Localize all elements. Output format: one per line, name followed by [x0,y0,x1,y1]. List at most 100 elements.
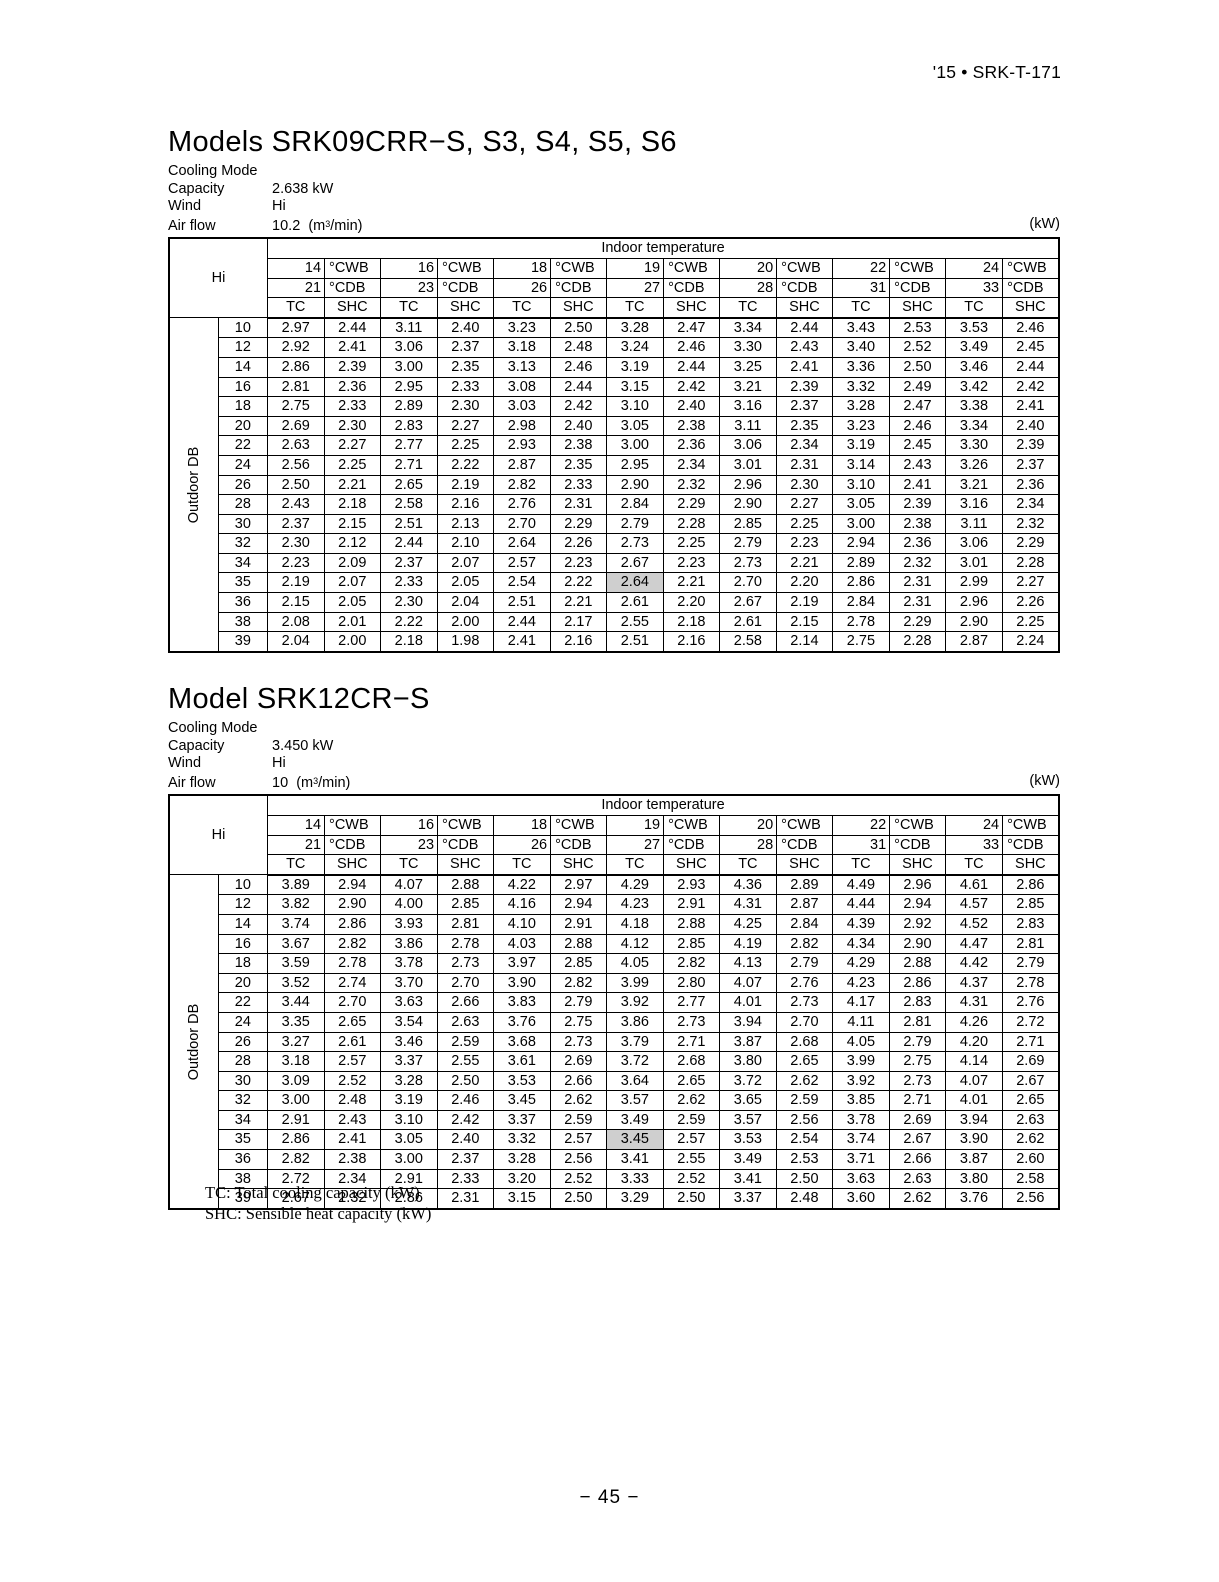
capacity-value: 2.638 kW [272,180,334,197]
capacity-cell: 2.05 [436,572,495,594]
capacity-cell: 2.89 [380,396,438,417]
table-row: 22 2.63 2.27 2.77 2.25 2.93 2.38 3.00 2.36 3.06 2.… [169,435,1060,456]
capacity-cell: 2.71 [380,454,438,476]
capacity-cell: 2.41 [323,1129,382,1151]
capacity-cell: 2.64 [606,572,664,594]
tc-header-0: TC [267,297,325,319]
cwb-header-3: 19 °CWB [606,257,721,279]
table-body-0: Hi Indoor temperature 14 °CWB 16 °CWB 18 °CWB 19… [168,237,1060,653]
capacity-cell: 2.86 [832,572,890,594]
capacity-cell: 2.51 [606,631,664,653]
capacity-cell: 2.51 [493,592,551,613]
capacity-cell: 2.18 [662,611,721,633]
capacity-cell: 2.79 [1001,953,1060,974]
cdb-header-4: 28 °CDB [719,834,834,856]
capacity-cell: 3.16 [945,494,1003,515]
tc-header-5: TC [832,297,890,319]
capacity-cell: 2.94 [888,894,947,915]
table-row: 36 2.15 2.05 2.30 2.04 2.51 2.21 2.61 2.20 2.67 2.… [169,592,1060,613]
table-row: 39 2.04 2.00 2.18 1.98 2.41 2.16 2.51 2.16 2.58 2.… [169,631,1060,653]
capacity-cell: 3.67 [267,933,325,955]
capacity-cell: 3.42 [945,376,1003,398]
table-row: 30 2.37 2.15 2.51 2.13 2.70 2.29 2.79 2.28 2.85 2.… [169,513,1060,535]
capacity-cell: 2.98 [493,415,551,437]
capacity-cell: 2.96 [945,592,1003,613]
capacity-cell: 3.41 [719,1168,777,1190]
cdb-header-0: 21 °CDB [266,834,382,856]
capacity-cell: 2.79 [606,513,664,535]
cdb-header-6: 33 °CDB [945,277,1060,299]
capacity-cell: 3.32 [832,376,890,398]
capacity-cell: 2.33 [380,572,438,594]
capacity-cell: 2.76 [1001,992,1060,1013]
capacity-cell: 2.45 [888,435,947,456]
capacity-cell: 3.05 [606,415,664,437]
shc-header-2: SHC [549,297,608,319]
capacity-cell: 2.81 [1001,933,1060,955]
capacity-cell: 2.66 [549,1070,608,1092]
capacity-cell: 2.20 [775,572,834,594]
capacity-cell: 2.86 [323,913,382,935]
capacity-cell: 2.31 [436,1188,495,1210]
outdoor-db-label: Outdoor DB [168,317,219,653]
capacity-cell: 2.39 [888,494,947,515]
capacity-cell: 2.22 [436,454,495,476]
capacity-cell: 2.50 [775,1168,834,1190]
capacity-cell: 2.21 [549,592,608,613]
capacity-cell: 3.37 [493,1109,551,1131]
capacity-cell: 2.81 [436,913,495,935]
capacity-cell: 4.31 [719,894,777,915]
capacity-cell: 2.62 [549,1090,608,1111]
spec-row-airflow-2: Air flow 10 (m3/min) (kW) [168,773,1060,791]
cwb-header-6: 24 °CWB [945,814,1060,836]
capacity-cell: 2.93 [493,435,551,456]
capacity-cell: 3.49 [606,1109,664,1131]
wind-value-2: Hi [272,755,286,772]
capacity-cell: 3.14 [832,454,890,476]
capacity-cell: 3.76 [945,1188,1003,1210]
capacity-cell: 2.64 [493,533,551,554]
capacity-cell: 3.25 [719,356,777,378]
outdoor-db-value: 34 [217,552,269,574]
capacity-cell: 2.34 [775,435,834,456]
capacity-cell: 4.19 [719,933,777,955]
cdb-header-5: 31 °CDB [832,834,947,856]
capacity-cell: 2.85 [436,894,495,915]
capacity-cell: 2.45 [1001,337,1060,358]
tc-header-6: TC [945,854,1003,876]
capacity-cell: 2.15 [267,592,325,613]
outdoor-db-value: 24 [217,1011,269,1033]
capacity-cell: 3.72 [719,1070,777,1092]
capacity-cell: 3.20 [493,1168,551,1190]
capacity-cell: 2.79 [775,953,834,974]
capacity-cell: 2.61 [323,1031,382,1053]
spec-row-capacity-2: Capacity 3.450 kW [168,738,1060,756]
capacity-cell: 2.92 [888,913,947,935]
table-row: 32 2.30 2.12 2.44 2.10 2.64 2.26 2.73 2.25 2.79 2.… [169,533,1060,554]
table-row: 24 3.35 2.65 3.54 2.63 3.76 2.75 3.86 2.73 3.94 2.… [169,1011,1060,1033]
capacity-cell: 2.56 [267,454,325,476]
table-row: 39 2.67 2.32 2.86 2.31 3.15 2.50 3.29 2.50 3.37 2.… [169,1188,1060,1210]
header-row-cdb: 21 °CDB 23 °CDB 26 °CDB 27 °CDB 28 °CDB 31 °CDB 33 °C… [169,834,1060,856]
capacity-cell: 2.63 [1001,1109,1060,1131]
capacity-cell: 4.18 [606,913,664,935]
capacity-cell: 2.73 [606,533,664,554]
capacity-cell: 4.31 [945,992,1003,1013]
capacity-cell: 2.37 [436,1149,495,1170]
capacity-cell: 2.67 [267,1188,325,1210]
capacity-cell: 4.23 [832,972,890,994]
capacity-cell: 4.44 [832,894,890,915]
capacity-cell: 3.28 [832,396,890,417]
capacity-cell: 2.37 [436,337,495,358]
capacity-cell: 2.25 [436,435,495,456]
capacity-cell: 2.69 [888,1109,947,1131]
capacity-cell: 2.41 [323,337,382,358]
capacity-cell: 2.96 [719,474,777,496]
capacity-cell: 2.47 [888,396,947,417]
capacity-cell: 4.37 [945,972,1003,994]
tc-header-4: TC [719,854,777,876]
capacity-cell: 2.57 [662,1129,721,1151]
capacity-cell: 3.00 [380,1149,438,1170]
capacity-cell: 2.73 [888,1070,947,1092]
capacity-cell: 2.42 [1001,376,1060,398]
